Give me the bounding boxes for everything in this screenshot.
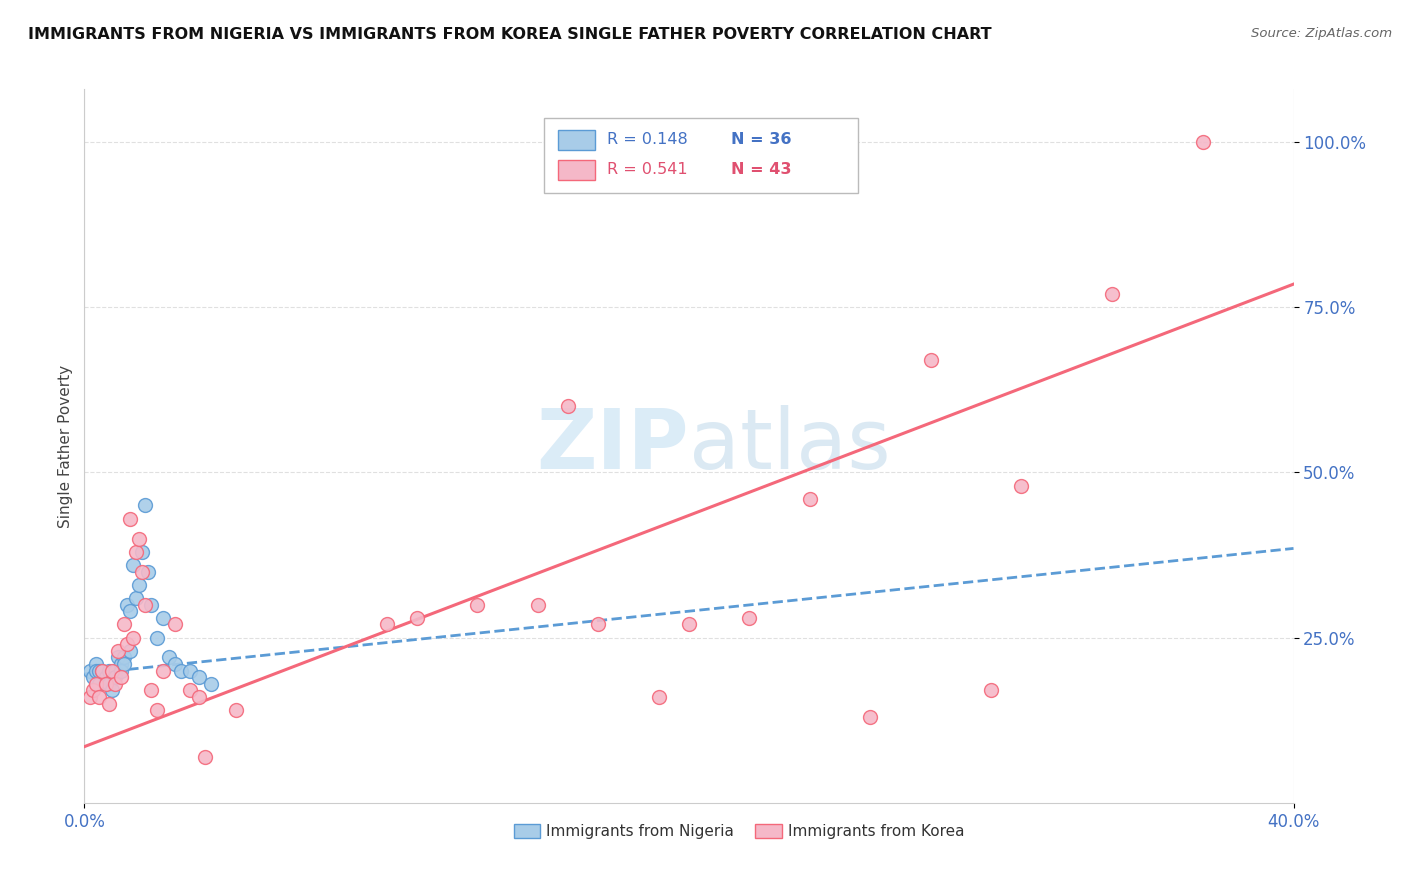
Point bbox=[527, 598, 550, 612]
Point bbox=[104, 670, 127, 684]
Point bbox=[121, 558, 143, 572]
Point bbox=[112, 657, 135, 671]
Point bbox=[134, 598, 156, 612]
Point bbox=[179, 683, 201, 698]
Point bbox=[100, 664, 122, 678]
Point bbox=[112, 617, 135, 632]
Point bbox=[1101, 287, 1123, 301]
Point bbox=[920, 353, 942, 368]
Point bbox=[121, 631, 143, 645]
Point bbox=[86, 657, 108, 671]
Point bbox=[738, 611, 761, 625]
Point bbox=[125, 545, 148, 559]
Point bbox=[118, 604, 141, 618]
Bar bbox=[558, 130, 595, 150]
Point bbox=[118, 511, 141, 525]
Text: ZIP: ZIP bbox=[537, 406, 689, 486]
Point bbox=[648, 690, 671, 704]
Point bbox=[165, 617, 187, 632]
Bar bbox=[558, 160, 595, 180]
Point bbox=[134, 499, 156, 513]
Point bbox=[225, 703, 247, 717]
Point bbox=[86, 664, 108, 678]
Point bbox=[118, 644, 141, 658]
Point bbox=[82, 670, 104, 684]
Point bbox=[131, 565, 153, 579]
Point bbox=[91, 664, 114, 678]
Point bbox=[139, 598, 162, 612]
Text: Source: ZipAtlas.com: Source: ZipAtlas.com bbox=[1251, 27, 1392, 40]
Point bbox=[557, 400, 579, 414]
Point bbox=[131, 545, 153, 559]
Bar bbox=[755, 824, 782, 838]
Point bbox=[1192, 135, 1215, 149]
Point bbox=[100, 683, 122, 698]
Point bbox=[128, 578, 150, 592]
Point bbox=[152, 611, 174, 625]
Point bbox=[188, 670, 211, 684]
Point bbox=[375, 617, 398, 632]
Point bbox=[82, 683, 104, 698]
Point bbox=[97, 664, 120, 678]
Text: R = 0.541: R = 0.541 bbox=[607, 162, 688, 178]
Point bbox=[859, 710, 882, 724]
Point bbox=[115, 598, 138, 612]
Point bbox=[110, 670, 132, 684]
Text: IMMIGRANTS FROM NIGERIA VS IMMIGRANTS FROM KOREA SINGLE FATHER POVERTY CORRELATI: IMMIGRANTS FROM NIGERIA VS IMMIGRANTS FR… bbox=[28, 27, 991, 42]
Point bbox=[89, 690, 111, 704]
Point bbox=[97, 697, 120, 711]
Text: N = 36: N = 36 bbox=[731, 132, 792, 147]
Point bbox=[157, 650, 180, 665]
Point bbox=[79, 690, 101, 704]
Text: atlas: atlas bbox=[689, 406, 890, 486]
Text: Immigrants from Korea: Immigrants from Korea bbox=[789, 824, 965, 838]
Bar bbox=[513, 824, 540, 838]
Point bbox=[1011, 478, 1033, 492]
Text: Immigrants from Nigeria: Immigrants from Nigeria bbox=[547, 824, 734, 838]
Point bbox=[188, 690, 211, 704]
Text: N = 43: N = 43 bbox=[731, 162, 792, 178]
Point bbox=[146, 631, 169, 645]
Point bbox=[139, 683, 162, 698]
Point bbox=[89, 664, 111, 678]
Point bbox=[112, 650, 135, 665]
Point bbox=[678, 617, 700, 632]
Point bbox=[467, 598, 489, 612]
Point bbox=[79, 664, 101, 678]
Point bbox=[110, 664, 132, 678]
FancyBboxPatch shape bbox=[544, 118, 858, 193]
Point bbox=[799, 491, 821, 506]
Point bbox=[165, 657, 187, 671]
Point bbox=[128, 532, 150, 546]
Point bbox=[110, 657, 132, 671]
Point bbox=[170, 664, 193, 678]
Point bbox=[406, 611, 429, 625]
Point bbox=[86, 677, 108, 691]
Point bbox=[97, 677, 120, 691]
Point bbox=[588, 617, 610, 632]
Point bbox=[194, 749, 217, 764]
Point bbox=[179, 664, 201, 678]
Text: R = 0.148: R = 0.148 bbox=[607, 132, 688, 147]
Point bbox=[107, 644, 129, 658]
Y-axis label: Single Father Poverty: Single Father Poverty bbox=[58, 365, 73, 527]
Point bbox=[980, 683, 1002, 698]
Point bbox=[94, 677, 117, 691]
Point bbox=[125, 591, 148, 605]
Point bbox=[89, 677, 111, 691]
Point bbox=[104, 664, 127, 678]
Point bbox=[136, 565, 159, 579]
Point bbox=[115, 637, 138, 651]
Point bbox=[200, 677, 222, 691]
Point bbox=[94, 670, 117, 684]
Point bbox=[146, 703, 169, 717]
Point bbox=[104, 677, 127, 691]
Point bbox=[107, 650, 129, 665]
Point bbox=[152, 664, 174, 678]
Point bbox=[91, 664, 114, 678]
